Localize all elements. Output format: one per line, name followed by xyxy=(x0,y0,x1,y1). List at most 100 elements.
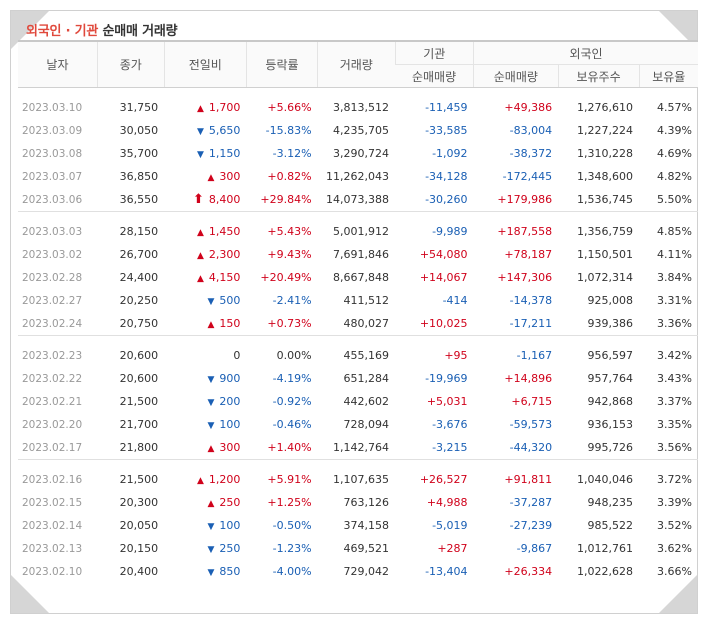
limit-up-arrow-icon: ⬆ xyxy=(192,192,204,207)
cell-foreign-hold: 957,764 xyxy=(587,372,634,385)
change-value: 5,650 xyxy=(208,124,241,137)
cell-foreign-hold: 995,726 xyxy=(587,441,634,454)
cell-close: 28,150 xyxy=(119,225,159,238)
cell-foreign-ratio: 5.50% xyxy=(657,193,692,206)
cell-date: 2023.02.22 xyxy=(22,372,83,385)
title-institution: 기관 xyxy=(74,24,99,39)
cell-volume: 4,235,705 xyxy=(333,124,390,137)
cell-rate: +5.91% xyxy=(267,473,312,486)
cell-foreign-net: -1,167 xyxy=(516,349,553,362)
table-row: 2023.02.23 20,600 0 0.00% 455,169 +95 -1,167 95… xyxy=(18,344,698,367)
cell-foreign-hold: 1,310,228 xyxy=(577,147,633,160)
cell-rate: -2.41% xyxy=(272,294,312,307)
cell-foreign-hold: 939,386 xyxy=(587,317,634,330)
header-foreign-hold: 보유주수 xyxy=(557,64,639,88)
change-value: 2,300 xyxy=(208,248,241,261)
up-triangle-icon: ▲ xyxy=(207,173,215,183)
cell-rate: -0.50% xyxy=(272,519,312,532)
cell-volume: 7,691,846 xyxy=(333,248,390,261)
cell-change: ▲ 1,450 xyxy=(164,220,246,243)
header-inst-net: 순매매량 xyxy=(395,64,474,88)
cell-volume: 480,027 xyxy=(343,317,390,330)
cell-foreign-hold: 1,040,046 xyxy=(577,473,633,486)
cell-foreign-net: +49,386 xyxy=(504,101,553,114)
table-row: 2023.03.06 36,550 ⬆ 8,400 +29.84% 14,073,388 -… xyxy=(18,188,698,212)
cell-inst-net: -30,260 xyxy=(425,193,468,206)
cell-date: 2023.02.16 xyxy=(22,473,83,486)
cell-foreign-net: -14,378 xyxy=(509,294,553,307)
table-row: 2023.02.22 20,600 ▼ 900 -4.19% 651,284 -19,969… xyxy=(18,367,698,390)
cell-close: 20,150 xyxy=(119,542,159,555)
cell-rate: +20.49% xyxy=(260,271,312,284)
page-curl-bottom-left xyxy=(11,575,49,613)
cell-close: 20,600 xyxy=(119,372,159,385)
cell-foreign-net: +6,715 xyxy=(511,395,553,408)
cell-close: 20,750 xyxy=(119,317,159,330)
cell-inst-net: -414 xyxy=(442,294,468,307)
cell-inst-net: -3,676 xyxy=(432,418,468,431)
cell-rate: -0.46% xyxy=(272,418,312,431)
header-foreign: 외국인 xyxy=(473,40,698,65)
cell-volume: 14,073,388 xyxy=(326,193,390,206)
cell-date: 2023.02.17 xyxy=(22,441,83,454)
down-triangle-icon: ▼ xyxy=(196,150,204,160)
cell-volume: 442,602 xyxy=(343,395,390,408)
cell-rate: +0.73% xyxy=(267,317,312,330)
cell-rate: -4.19% xyxy=(272,372,312,385)
cell-foreign-net: -37,287 xyxy=(509,496,553,509)
cell-close: 21,800 xyxy=(119,441,159,454)
down-triangle-icon: ▼ xyxy=(207,398,215,408)
header-volume: 거래량 xyxy=(317,40,396,88)
cell-foreign-hold: 1,536,745 xyxy=(577,193,633,206)
down-triangle-icon: ▼ xyxy=(196,127,204,137)
cell-rate: 0.00% xyxy=(276,349,312,362)
cell-change: ▼ 500 xyxy=(164,289,246,312)
table-row: 2023.02.27 20,250 ▼ 500 -2.41% 411,512 -414 -14… xyxy=(18,289,698,312)
cell-inst-net: +95 xyxy=(444,349,468,362)
cell-change: ▼ 200 xyxy=(164,390,246,413)
cell-volume: 411,512 xyxy=(343,294,390,307)
cell-change: ▲ 2,300 xyxy=(164,243,246,266)
cell-close: 20,050 xyxy=(119,519,159,532)
cell-inst-net: +287 xyxy=(437,542,468,555)
cell-volume: 763,126 xyxy=(343,496,390,509)
cell-change: ▼ 900 xyxy=(164,367,246,390)
cell-change: ▲ 150 xyxy=(164,312,246,336)
change-value: 100 xyxy=(219,519,241,532)
table-row: 2023.02.21 21,500 ▼ 200 -0.92% 442,602 +5,031 +… xyxy=(18,390,698,413)
cell-foreign-net: -172,445 xyxy=(502,170,553,183)
cell-foreign-net: +147,306 xyxy=(497,271,553,284)
change-value: 4,150 xyxy=(208,271,241,284)
cell-date: 2023.03.10 xyxy=(22,101,83,114)
change-value: 500 xyxy=(219,294,241,307)
cell-foreign-net: +91,811 xyxy=(504,473,553,486)
change-value: 0 xyxy=(233,349,241,362)
cell-foreign-net: -9,867 xyxy=(516,542,553,555)
cell-rate: +9.43% xyxy=(267,248,312,261)
cell-rate: +0.82% xyxy=(267,170,312,183)
cell-inst-net: +26,527 xyxy=(419,473,468,486)
cell-foreign-net: +187,558 xyxy=(497,225,553,238)
group-separator xyxy=(18,335,698,344)
cell-foreign-net: -38,372 xyxy=(509,147,553,160)
cell-foreign-ratio: 3.56% xyxy=(657,441,692,454)
group-separator xyxy=(18,459,698,468)
cell-foreign-hold: 1,072,314 xyxy=(577,271,633,284)
group-separator xyxy=(18,211,698,220)
cell-foreign-net: -17,211 xyxy=(509,317,553,330)
change-value: 8,400 xyxy=(208,193,241,206)
cell-foreign-ratio: 4.85% xyxy=(657,225,692,238)
cell-change: ▼ 250 xyxy=(164,537,246,560)
down-triangle-icon: ▼ xyxy=(207,522,215,532)
table-row: 2023.02.14 20,050 ▼ 100 -0.50% 374,158 -5,019 -… xyxy=(18,514,698,537)
change-value: 100 xyxy=(219,418,241,431)
cell-volume: 455,169 xyxy=(343,349,390,362)
down-triangle-icon: ▼ xyxy=(207,545,215,555)
change-value: 1,450 xyxy=(208,225,241,238)
cell-date: 2023.02.23 xyxy=(22,349,83,362)
cell-inst-net: -1,092 xyxy=(432,147,468,160)
cell-volume: 651,284 xyxy=(343,372,390,385)
cell-foreign-hold: 1,150,501 xyxy=(577,248,633,261)
change-value: 850 xyxy=(219,565,241,578)
change-value: 1,700 xyxy=(208,101,241,114)
